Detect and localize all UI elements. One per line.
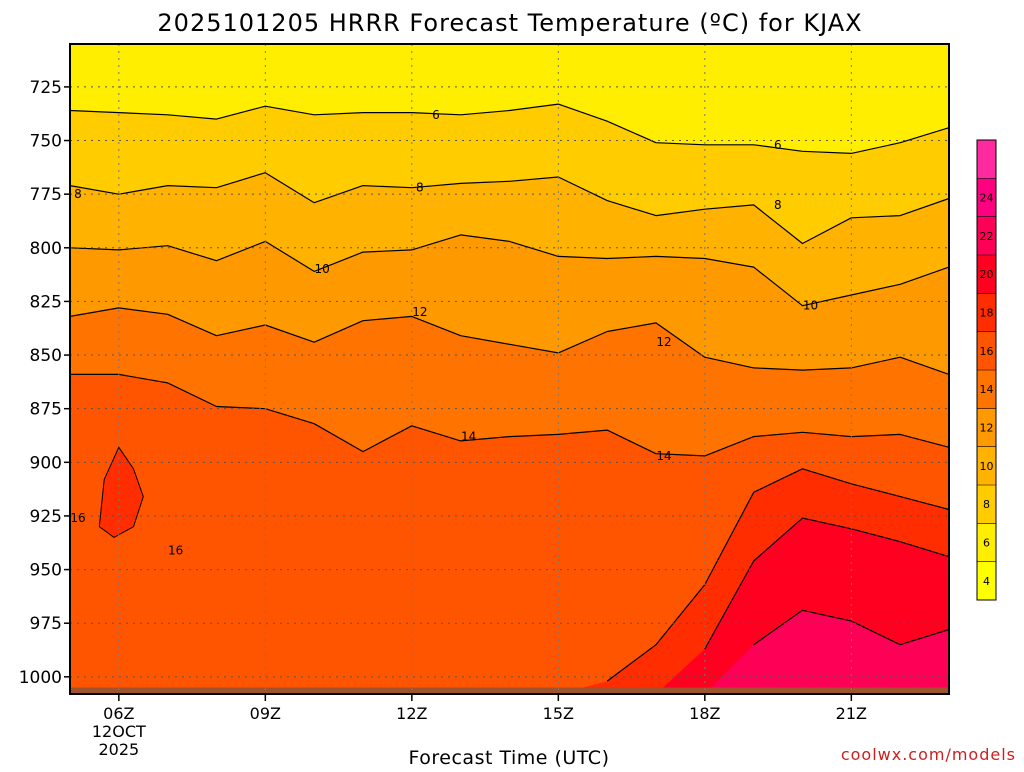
isotherm-label: 12 — [412, 305, 427, 319]
x-tick-label: 12Z — [396, 704, 427, 723]
isotherm-20 — [753, 609, 950, 646]
isotherm-16 — [606, 468, 950, 682]
colorbar-label: 6 — [983, 537, 990, 550]
y-tick-label: 900 — [30, 453, 62, 473]
warm-pocket-16 — [98, 446, 144, 538]
colorbar-swatch — [977, 255, 996, 294]
colorbar-swatch — [977, 178, 996, 218]
colorbar-swatch — [977, 485, 996, 524]
y-tick-label: 950 — [30, 561, 62, 581]
colorbar-label: 12 — [980, 422, 994, 435]
colorbar-label: 24 — [980, 192, 994, 205]
colorbar: 4 6 8 10 12 14 16 18 20 22 24 — [976, 139, 997, 601]
plot-area — [70, 44, 949, 695]
isotherm-12 — [69, 307, 950, 375]
colorbar-swatch — [977, 293, 996, 333]
band-20-22 — [70, 610, 949, 694]
colorbar-swatch — [977, 561, 996, 601]
y-tick-label: 725 — [30, 78, 62, 98]
colorbar-label: 14 — [980, 383, 994, 396]
colorbar-swatch — [977, 370, 996, 409]
isotherm-lines — [69, 103, 950, 682]
y-tick-label: 1000 — [19, 668, 62, 688]
isotherm-6 — [69, 103, 950, 154]
colorbar-swatch — [977, 331, 996, 371]
x-tick-label: 21Z — [836, 704, 867, 723]
isotherm-label: 10 — [315, 262, 330, 276]
colorbar-label: 10 — [980, 460, 994, 473]
isotherm-18 — [704, 517, 950, 650]
colorbar-label: 16 — [980, 345, 994, 358]
y-axis: 725 750 775 800 825 850 875 900 925 950 975 1000 — [19, 78, 70, 688]
isotherm-14 — [70, 373, 950, 457]
plot-frame — [69, 43, 950, 695]
isotherm-label: 14 — [656, 449, 671, 463]
colorbar-label: 18 — [980, 307, 994, 320]
isotherm-label: 16 — [70, 511, 85, 525]
isotherm-8 — [69, 172, 950, 245]
colorbar-swatch — [977, 408, 996, 448]
colorbar-label: 20 — [980, 268, 994, 281]
x-date-line-1: 12OCT — [92, 722, 146, 741]
x-tick-label: 18Z — [689, 704, 720, 723]
isotherm-10 — [69, 234, 950, 307]
chart-title: 2025101205 HRRR Forecast Temperature (ºC… — [157, 9, 862, 37]
colorbar-swatch — [977, 446, 996, 486]
colorbar-label: 8 — [983, 498, 990, 511]
isotherm-label: 8 — [74, 187, 82, 201]
isotherm-label: 12 — [656, 335, 671, 349]
x-tick-label: 15Z — [543, 704, 574, 723]
x-axis-label: Forecast Time (UTC) — [409, 747, 610, 768]
x-tick-label: 09Z — [250, 704, 281, 723]
isotherm-label: 10 — [803, 299, 818, 313]
isotherm-label: 8 — [416, 181, 424, 195]
isotherm-label: 6 — [774, 138, 782, 152]
isotherm-labels: 6 6 8 8 8 10 10 12 12 14 14 16 16 — [70, 108, 818, 557]
y-tick-label: 850 — [30, 346, 62, 366]
colorbar-label: 4 — [983, 575, 990, 588]
y-tick-label: 975 — [30, 614, 62, 634]
ground-strip — [70, 687, 949, 694]
credit-text: coolwx.com/models — [841, 745, 1016, 764]
y-tick-label: 775 — [30, 185, 62, 205]
x-date-line-2: 2025 — [98, 740, 139, 759]
isotherm-label: 8 — [774, 198, 782, 212]
y-tick-label: 800 — [30, 239, 62, 259]
isotherm-label: 6 — [432, 108, 440, 122]
y-tick-label: 875 — [30, 400, 62, 420]
isotherm-label: 16 — [168, 543, 183, 557]
colorbar-label: 22 — [980, 230, 994, 243]
y-tick-label: 925 — [30, 507, 62, 527]
band-18-20 — [70, 518, 949, 694]
x-tick-label: 06Z — [103, 704, 134, 723]
colorbar-swatch — [977, 140, 996, 179]
y-tick-label: 750 — [30, 132, 62, 152]
colorbar-swatch — [977, 523, 996, 563]
y-tick-label: 825 — [30, 292, 62, 312]
colorbar-swatch — [977, 216, 996, 256]
isotherm-label: 14 — [461, 430, 476, 444]
